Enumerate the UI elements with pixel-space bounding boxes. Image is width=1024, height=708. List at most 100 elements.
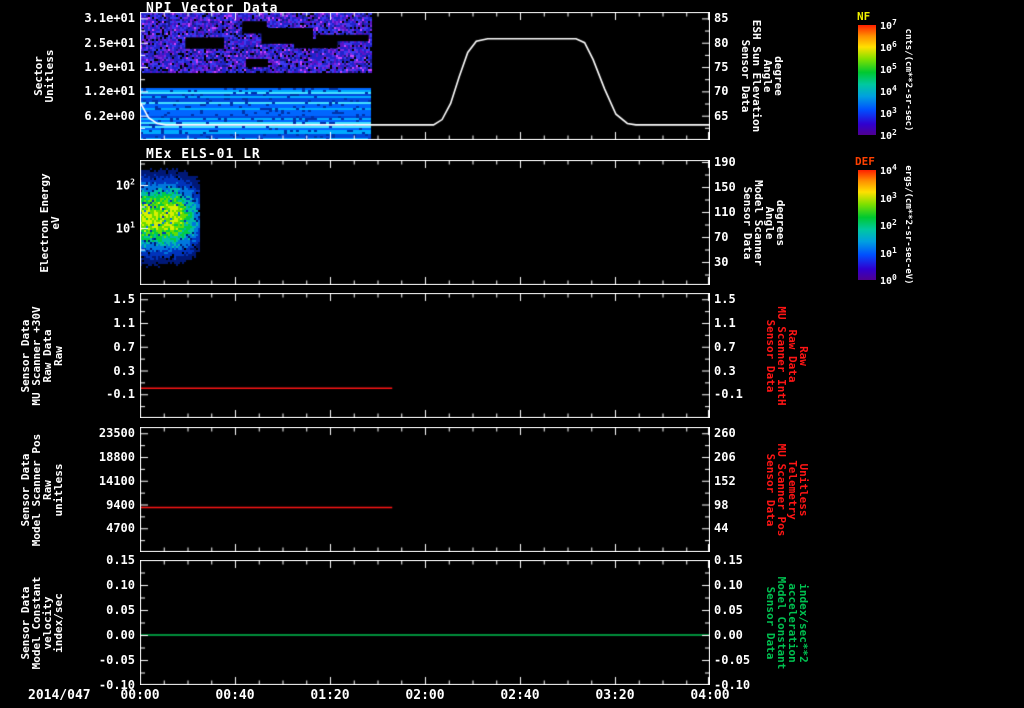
colorbar-def <box>858 170 876 280</box>
colorbar-tick-label: 106 <box>880 39 897 55</box>
y-tick-label-left: 0.15 <box>106 553 135 567</box>
y-tick-label-left: 0.05 <box>106 603 135 617</box>
y-tick-label-right: 30 <box>714 255 729 269</box>
y-tick-label-left: 101 <box>115 220 135 236</box>
axis-label-line: Model Constant <box>775 576 788 669</box>
y-tick-label-right: 190 <box>714 155 736 169</box>
axis-label-line: Sensor Data <box>741 186 754 259</box>
axis-label-line: Angle <box>761 59 774 93</box>
colorbar-tick-label: 102 <box>880 217 897 233</box>
y-tick-label-right: -0.10 <box>714 678 751 692</box>
colorbar-unit-label-text: ergs/(cm**2-sr-sec-eV) <box>903 165 913 284</box>
colorbar-nf <box>858 25 876 135</box>
axis-label-line: Raw Data <box>786 329 799 382</box>
axis-label-line: Sensor Data <box>739 39 752 113</box>
axis-label-line: ESH Sun Elevation <box>750 19 763 133</box>
y-tick-label-right: 98 <box>714 497 729 512</box>
axis-label-line: degree <box>772 56 785 96</box>
y-tick-label-left: 9400 <box>106 497 135 512</box>
colorbar-tick-label: 104 <box>880 83 897 99</box>
left-axis-label-text: Sensor Data MU Scanner +30V Raw Data Raw <box>19 306 65 405</box>
y-tick-label-left: -0.05 <box>98 653 135 667</box>
colorbar-tick-label: 100 <box>880 272 897 288</box>
y-tick-label-right: 150 <box>714 180 736 194</box>
y-tick-label-right: 0.10 <box>714 578 743 592</box>
y-tick-label-right: 0.05 <box>714 603 743 617</box>
y-tick-label-left: 1.1 <box>113 316 135 330</box>
x-tick-label: 03:20 <box>595 688 635 703</box>
y-tick-label-left: -0.10 <box>98 678 135 692</box>
panel-scanner-pos-plot <box>140 427 710 552</box>
y-tick-label-right: 110 <box>714 205 736 219</box>
axis-label-line: MU Scanner Pos <box>775 443 788 536</box>
colorbar-unit-label-text: cnts/(cm**2-sr-sec) <box>903 29 913 132</box>
colorbar-tick-label: 104 <box>880 162 897 178</box>
axis-label-line: acceleration <box>786 582 799 663</box>
left-axis-label-text: Sector Unitless <box>32 49 56 103</box>
right-axis-label-text: Sensor Data ESH Sun Elevation Angle degree <box>739 19 785 133</box>
y-tick-label-left: 0.7 <box>113 339 135 354</box>
left-axis-label-text: Electron Energy eV <box>38 173 62 272</box>
axis-label-line: cnts/(cm**2-sr-sec) <box>903 28 913 132</box>
y-tick-label-right: 1.1 <box>714 316 736 330</box>
y-tick-label-left: 14100 <box>98 473 135 488</box>
axis-label-line: Telemetry <box>786 459 799 520</box>
y-tick-label-right: -0.1 <box>714 387 743 402</box>
axis-label-line: Angle <box>763 205 776 240</box>
x-tick-label: 01:20 <box>310 688 350 703</box>
axis-label-line: degrees <box>774 199 787 246</box>
y-tick-label-left: 102 <box>115 177 135 193</box>
panel-els-title: MEx ELS-01 LR <box>146 147 261 162</box>
y-tick-label-left: 2.5e+01 <box>84 35 135 50</box>
colorbar-tick-label: 107 <box>880 17 897 33</box>
y-tick-label-right: 65 <box>714 108 729 123</box>
axis-label-line: Raw <box>52 345 65 366</box>
x-tick-label: 02:40 <box>500 688 540 703</box>
axis-label-line: Sensor Data <box>764 319 777 392</box>
axis-label-line: index/sec <box>52 592 65 653</box>
date-label: 2014/047 <box>28 688 91 703</box>
y-tick-label-right: 80 <box>714 35 729 50</box>
y-tick-label-left: 6.2e+00 <box>84 108 135 123</box>
axis-label-line: eV <box>49 215 62 230</box>
panel-model-constant-plot <box>140 560 710 685</box>
axis-label-line: Sensor Data <box>764 586 777 659</box>
y-tick-label-right: 206 <box>714 450 736 464</box>
y-tick-label-right: 85 <box>714 11 729 26</box>
colorbar-nf-label: NF <box>857 10 871 23</box>
x-tick-label: 02:00 <box>405 688 445 703</box>
y-tick-label-right: 152 <box>714 473 736 488</box>
axis-label-line: MU Scanner IntH <box>775 305 788 406</box>
y-tick-label-left: 1.5 <box>113 292 135 307</box>
axis-label-line: Raw <box>797 345 810 366</box>
left-axis-label-text: Sensor Data Model Constant velocity index/s… <box>19 576 65 669</box>
x-tick-label: 00:00 <box>120 688 160 703</box>
y-tick-label-right: -0.05 <box>714 653 751 667</box>
axis-label-line: Unitless <box>43 49 56 103</box>
colorbar-tick-label: 105 <box>880 61 897 77</box>
axis-label-line: Model Scanner <box>752 179 765 266</box>
y-tick-label-right: 70 <box>714 84 729 99</box>
axis-label-line: Unitless <box>797 463 810 516</box>
y-tick-label-right: 1.5 <box>714 292 736 307</box>
y-tick-label-right: 0.3 <box>714 363 736 378</box>
panel-mu-scanner-30v-plot <box>140 293 710 418</box>
y-tick-label-left: 4700 <box>106 521 135 536</box>
y-tick-label-left: -0.1 <box>106 387 135 402</box>
right-axis-label-text: Sensor Data MU Scanner Pos Telemetry Unitle… <box>764 443 810 536</box>
y-tick-label-right: 75 <box>714 60 729 75</box>
axis-label-line: Sensor Data <box>764 453 777 526</box>
panel-els-spectrogram-plot <box>140 160 710 285</box>
axis-label-line: ergs/(cm**2-sr-sec-eV) <box>903 165 913 285</box>
y-tick-label-right: 0.15 <box>714 553 743 567</box>
y-tick-label-right: 70 <box>714 230 729 244</box>
y-tick-label-left: 18800 <box>98 450 135 464</box>
right-axis-label-text: Sensor Data MU Scanner IntH Raw Data Raw <box>764 305 810 406</box>
y-tick-label-right: 44 <box>714 521 729 536</box>
x-tick-label: 04:00 <box>690 688 730 703</box>
right-axis-label-text: Sensor Data Model Scanner Angle degrees <box>741 179 787 266</box>
y-tick-label-left: 1.9e+01 <box>84 60 135 75</box>
y-tick-label-left: 0.00 <box>106 628 135 642</box>
colorbar-tick-label: 101 <box>880 245 897 260</box>
